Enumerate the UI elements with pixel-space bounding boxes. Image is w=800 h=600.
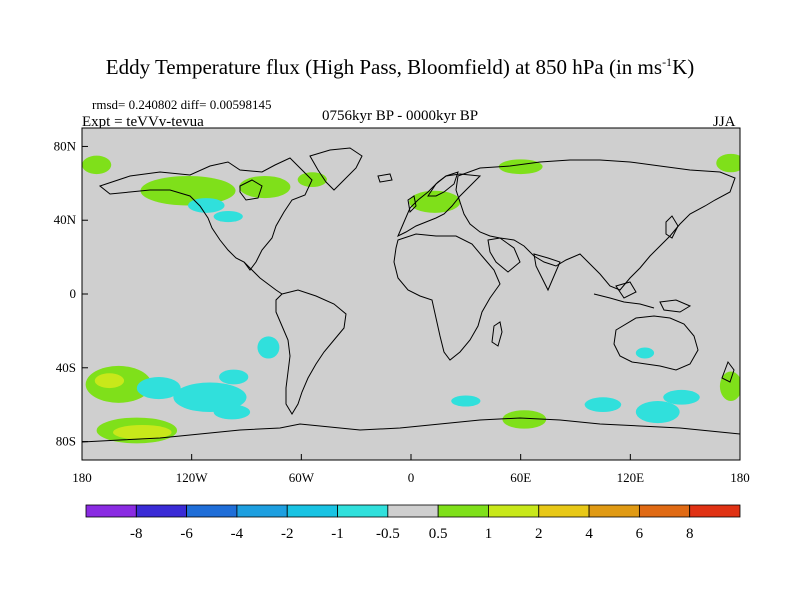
colorbar-label: -6 bbox=[180, 526, 193, 542]
coast-europe bbox=[397, 173, 482, 238]
field-patch-10 bbox=[94, 373, 125, 389]
field-patch-21 bbox=[635, 400, 680, 424]
colorbar-label: -4 bbox=[231, 526, 244, 542]
colorbar-label: 4 bbox=[585, 526, 593, 542]
lat-tick-label: 80N bbox=[54, 138, 77, 153]
colorbar-swatch-7 bbox=[437, 504, 489, 518]
colorbar-label: 2 bbox=[535, 526, 543, 542]
coast-indonesia bbox=[593, 293, 655, 309]
coast-greenland bbox=[309, 147, 363, 191]
coast-central-america bbox=[243, 261, 283, 295]
coast-new-guinea bbox=[659, 299, 692, 313]
colorbar-swatch-9 bbox=[538, 504, 590, 518]
field-patch-20 bbox=[584, 397, 622, 413]
coast-india bbox=[533, 253, 561, 292]
lon-tick-label: 60E bbox=[510, 470, 531, 485]
coast-south-america bbox=[275, 289, 347, 415]
colorbar-label: 1 bbox=[485, 526, 493, 542]
coastlines bbox=[82, 147, 740, 443]
coast-britain bbox=[407, 195, 417, 214]
stats-text: rmsd= 0.240802 diff= 0.00598145 bbox=[92, 97, 272, 112]
colorbar: -8 -6 -4 -2 -1 -0.5 0.5 1 2 4 6 8 bbox=[85, 504, 741, 542]
colorbar-swatch-5 bbox=[337, 504, 389, 518]
field-patch-1 bbox=[140, 175, 236, 206]
lon-tick-label: 60W bbox=[289, 470, 315, 485]
field-patch-16 bbox=[113, 424, 172, 440]
colorbar-label: -0.5 bbox=[376, 526, 400, 542]
colorbar-label: -8 bbox=[130, 526, 143, 542]
colorbar-label: -2 bbox=[281, 526, 294, 542]
field-patch-6 bbox=[716, 153, 740, 173]
coast-asia bbox=[455, 159, 736, 291]
colorbar-swatch-0 bbox=[85, 504, 137, 518]
longitude-axis: 180 120W 60W 0 60E 120E 180 bbox=[72, 454, 750, 485]
coast-japan bbox=[665, 215, 679, 239]
season-label: JJA bbox=[713, 114, 736, 130]
colorbar-swatch-12 bbox=[689, 504, 741, 518]
colorbar-label: 6 bbox=[636, 526, 644, 542]
field-patch-13 bbox=[219, 369, 249, 385]
lon-tick-label: 180 bbox=[730, 470, 750, 485]
field-patch-14 bbox=[213, 404, 251, 420]
coast-antarctica bbox=[82, 417, 740, 443]
coast-australia bbox=[613, 315, 699, 371]
colorbar-swatch-8 bbox=[488, 504, 540, 518]
colorbar-label: 0.5 bbox=[429, 526, 448, 542]
lon-tick-label: 180 bbox=[72, 470, 92, 485]
coast-iceland bbox=[377, 173, 393, 183]
lat-tick-label: 0 bbox=[70, 286, 77, 301]
coast-madagascar bbox=[491, 321, 503, 347]
field-patch-17 bbox=[257, 336, 280, 359]
field-patch-22 bbox=[663, 389, 700, 405]
lon-tick-label: 0 bbox=[408, 470, 415, 485]
lon-tick-label: 120E bbox=[617, 470, 645, 485]
coast-scandinavia bbox=[427, 171, 459, 197]
colorbar-label: 8 bbox=[686, 526, 694, 542]
colorbar-label: -1 bbox=[331, 526, 344, 542]
field-patch-19 bbox=[502, 410, 547, 429]
field-patch-12 bbox=[173, 382, 247, 413]
coast-borneo bbox=[615, 281, 637, 299]
field-patch-18 bbox=[451, 395, 481, 407]
lon-tick-label: 120W bbox=[176, 470, 209, 485]
colorbar-swatch-3 bbox=[236, 504, 288, 518]
coast-new-zealand bbox=[721, 360, 735, 383]
coast-north-america bbox=[98, 157, 313, 271]
lat-tick-label: 40S bbox=[56, 360, 76, 375]
lat-tick-label: 80S bbox=[56, 434, 76, 449]
experiment-label: Expt = teVVv-tevua bbox=[82, 114, 204, 130]
colorbar-swatch-4 bbox=[286, 504, 338, 518]
colorbar-swatch-1 bbox=[135, 504, 188, 518]
lat-tick-label: 40N bbox=[54, 212, 77, 227]
colorbar-swatch-6 bbox=[387, 504, 439, 518]
field-patch-7 bbox=[188, 198, 225, 213]
map-title: Eddy Temperature flux (High Pass, Bloomf… bbox=[105, 55, 695, 79]
latitude-axis: 80N 40N 0 40S 80S bbox=[54, 138, 88, 449]
coast-arabia bbox=[487, 237, 521, 273]
colorbar-swatch-2 bbox=[186, 504, 238, 518]
coast-hudson-bay bbox=[239, 179, 263, 201]
field-patch-0 bbox=[82, 155, 112, 175]
field-patch-8 bbox=[213, 211, 243, 223]
field-patch-2 bbox=[239, 175, 291, 199]
field-patch-11 bbox=[136, 377, 181, 400]
field-patch-23 bbox=[635, 347, 655, 359]
coast-africa bbox=[393, 233, 501, 361]
period-label: 0756kyr BP - 0000kyr BP bbox=[322, 108, 479, 124]
field-patch-24 bbox=[719, 371, 740, 401]
colorbar-swatch-11 bbox=[638, 504, 691, 518]
data-field bbox=[82, 153, 740, 444]
colorbar-swatch-10 bbox=[588, 504, 640, 518]
